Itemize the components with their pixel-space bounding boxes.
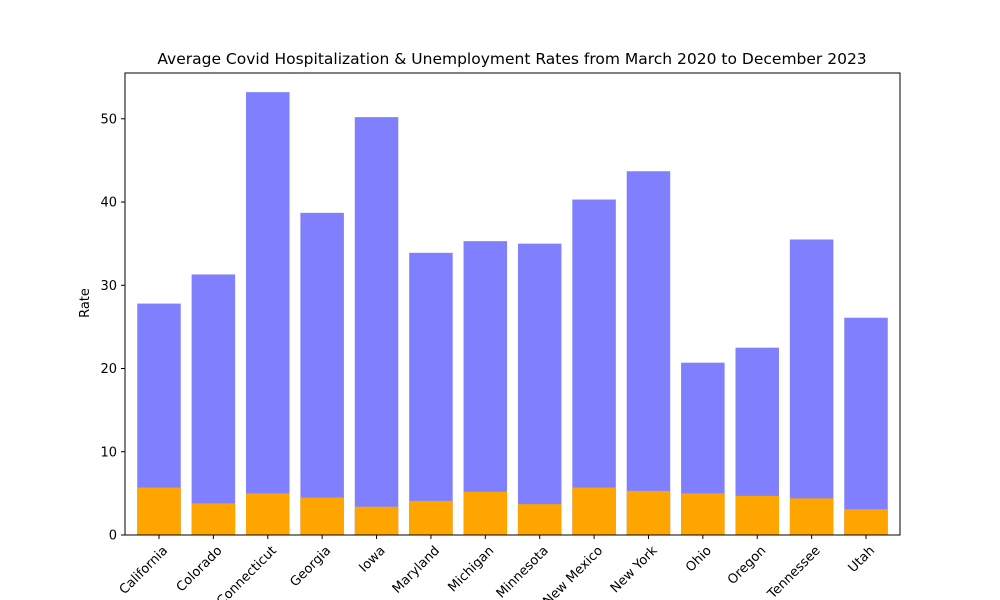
bar-series-2-utah [844,509,888,535]
bar-series-2-michigan [463,491,508,535]
bar-series-2-ohio [681,493,725,535]
x-tick-label: New Mexico [540,543,606,600]
x-tick-label: Oregon [725,543,769,587]
bar-series-2-minnesota [517,504,562,535]
bar-series-2-connecticut [246,493,290,535]
bar-series-2-california [137,487,181,535]
x-tick-label: Utah [846,543,878,575]
bar-series-1-michigan [463,241,508,535]
bar-series-2-oregon [735,495,779,535]
bar-series-2-georgia [300,497,344,535]
y-axis-label: Rate [78,288,93,318]
y-tick-label: 50 [100,112,117,127]
bar-series-2-iowa [354,506,399,535]
x-tick-label: Minnesota [494,543,552,600]
y-tick-label: 30 [100,279,117,294]
x-tick-label: New York [608,543,661,596]
x-tick-label: Ohio [683,543,715,575]
plot-area: 0 10 20 30 40 50 California ColoradoConnecticut… [100,72,901,600]
y-tick-label: 20 [100,362,117,377]
bar-series-2-maryland [409,500,453,535]
bar-series-1-colorado [191,274,236,535]
x-tick-label: Michigan [446,543,498,595]
y-tick-label: 0 [109,529,117,544]
x-tick-label: Iowa [356,543,388,575]
bar-series-1-connecticut [246,92,290,536]
bar-series-2-new-mexico [572,487,616,535]
x-tick-label: Colorado [174,543,226,595]
bar-series-1-new-york [626,171,671,536]
x-tick-label: Connecticut [214,543,280,600]
x-tick-label: Tennessee [764,543,823,600]
axes-frame [124,72,901,536]
bar-series-2-tennessee [789,498,834,535]
y-tick-label: 40 [100,196,117,211]
bar-series-1-georgia [300,212,344,535]
bar-series-1-minnesota [517,243,562,535]
y-tick-label: 10 [100,445,117,460]
bar-series-1-maryland [409,252,453,535]
bar-series-2-colorado [191,503,236,535]
x-tick-label: California [117,543,171,597]
bar-series-1-utah [844,317,888,535]
bar-series-1-new-mexico [572,199,616,535]
bar-series-2-new-york [626,490,671,535]
bar-series-1-tennessee [789,239,834,536]
x-tick-label: Maryland [390,543,443,596]
x-tick-label: Georgia [288,543,335,590]
bar-series-1-iowa [354,117,399,536]
chart-title: Average Covid Hospitalization & Unemploy… [157,50,866,68]
